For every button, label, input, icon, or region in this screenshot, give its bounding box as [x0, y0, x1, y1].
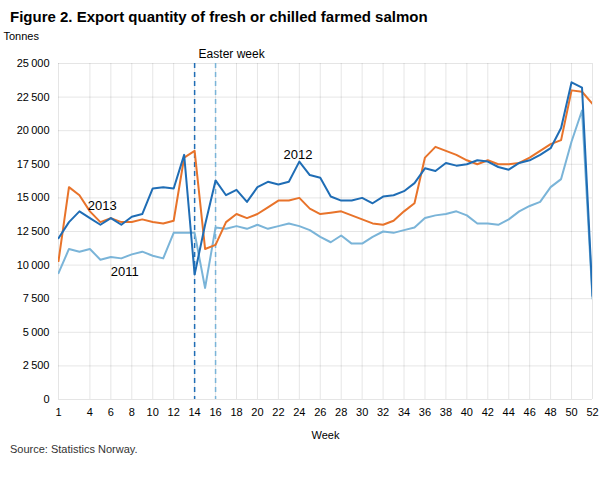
- svg-text:15 000: 15 000: [17, 191, 50, 203]
- svg-text:24: 24: [293, 406, 305, 418]
- svg-text:26: 26: [314, 406, 326, 418]
- svg-text:4: 4: [87, 406, 93, 418]
- svg-text:10 000: 10 000: [17, 259, 50, 271]
- svg-text:34: 34: [398, 406, 410, 418]
- svg-text:5 000: 5 000: [23, 326, 50, 338]
- svg-text:50: 50: [565, 406, 577, 418]
- svg-text:6: 6: [108, 406, 114, 418]
- svg-text:38: 38: [440, 406, 452, 418]
- svg-text:44: 44: [503, 406, 515, 418]
- svg-text:52: 52: [586, 406, 598, 418]
- svg-text:22 500: 22 500: [17, 91, 50, 103]
- svg-text:2 500: 2 500: [23, 359, 50, 371]
- svg-text:12 500: 12 500: [17, 225, 50, 237]
- svg-text:48: 48: [544, 406, 556, 418]
- svg-text:25 000: 25 000: [17, 57, 50, 69]
- svg-text:12: 12: [168, 406, 180, 418]
- svg-text:36: 36: [419, 406, 431, 418]
- svg-text:0: 0: [43, 393, 49, 405]
- html-text:Source: Statistics Norway.: Source: Statistics Norway.: [10, 443, 138, 455]
- html-text:Figure 2. Export quantity of f: Figure 2. Export quantity of fresh or ch…: [10, 8, 428, 25]
- svg-text:8: 8: [129, 406, 135, 418]
- svg-text:Week: Week: [312, 429, 340, 441]
- svg-text:40: 40: [461, 406, 473, 418]
- svg-text:32: 32: [377, 406, 389, 418]
- svg-text:46: 46: [524, 406, 536, 418]
- svg-text:20 000: 20 000: [17, 124, 50, 136]
- svg-text:28: 28: [335, 406, 347, 418]
- svg-text:16: 16: [209, 406, 221, 418]
- svg-text:2011: 2011: [111, 264, 139, 279]
- svg-text:10: 10: [147, 406, 159, 418]
- svg-text:18: 18: [230, 406, 242, 418]
- svg-text:30: 30: [356, 406, 368, 418]
- svg-text:22: 22: [272, 406, 284, 418]
- svg-text:2012: 2012: [284, 147, 313, 162]
- svg-text:14: 14: [188, 406, 200, 418]
- svg-text:Easter week: Easter week: [199, 47, 266, 61]
- svg-text:1: 1: [55, 406, 61, 418]
- svg-text:2013: 2013: [88, 198, 117, 213]
- svg-text:7 500: 7 500: [23, 292, 50, 304]
- svg-text:42: 42: [482, 406, 494, 418]
- svg-text:17 500: 17 500: [17, 158, 50, 170]
- svg-text:20: 20: [251, 406, 263, 418]
- svg-text:Tonnes: Tonnes: [4, 30, 40, 42]
